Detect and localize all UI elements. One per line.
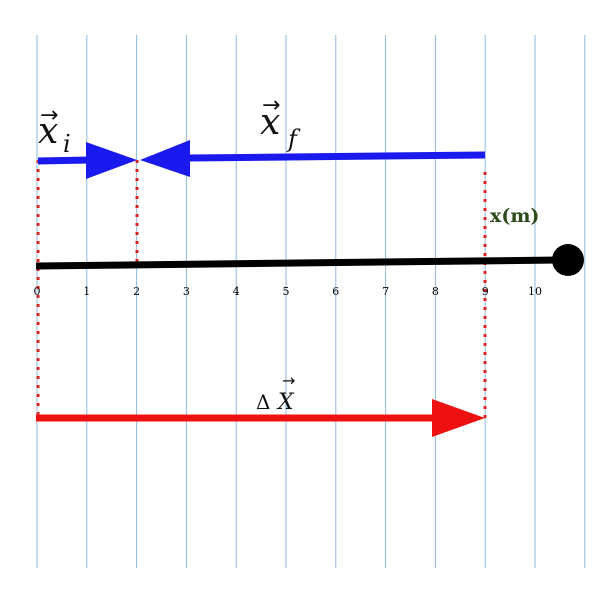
- tick-label: 8: [432, 285, 439, 298]
- tick-label: 6: [332, 285, 339, 298]
- label-x-initial: → x i: [38, 103, 71, 158]
- label-delta-x: Δ → X: [256, 371, 295, 415]
- x-axis-line: [35, 256, 561, 270]
- vector-x-final: [140, 140, 486, 177]
- vector-delta-x: [36, 399, 485, 437]
- tick-label: 7: [382, 285, 389, 298]
- vector-x-final-head: [140, 140, 190, 177]
- vector-x-final-shaft: [187, 151, 486, 162]
- guide-lines: [36, 160, 487, 418]
- x-axis: [35, 244, 584, 276]
- label-delta-x-prefix: Δ: [256, 390, 270, 414]
- tick-labels: 0 1 2 3 4 5 6 7 8 9 10: [34, 285, 543, 298]
- vector-x-initial-head: [86, 142, 137, 179]
- vector-x-initial-shaft: [37, 156, 91, 165]
- tick-label: 5: [283, 285, 290, 298]
- label-x-initial-base: x: [38, 111, 58, 152]
- label-x-final: → x f: [260, 93, 301, 153]
- vector-x-initial: [37, 142, 137, 179]
- label-x-initial-sub: i: [63, 130, 71, 158]
- vector-delta-x-head: [432, 399, 485, 437]
- label-delta-x-base: X: [276, 390, 295, 415]
- tick-label: 1: [83, 285, 90, 298]
- tick-label: 10: [528, 285, 542, 298]
- tick-label: 9: [482, 285, 489, 298]
- label-x-final-arrow: →: [262, 93, 280, 118]
- tick-label: 3: [183, 285, 190, 298]
- label-x-final-sub: f: [286, 125, 301, 153]
- tick-label: 2: [133, 285, 140, 298]
- label-delta-x-arrow: →: [282, 371, 295, 390]
- tick-label: 0: [34, 285, 41, 298]
- tick-label: 4: [233, 285, 240, 298]
- label-x-initial-arrow: →: [40, 103, 58, 128]
- grid-lines: [36, 35, 586, 568]
- axis-unit-label: x(m): [490, 205, 539, 227]
- label-x-final-base: x: [260, 102, 280, 143]
- x-axis-end-dot: [552, 244, 584, 276]
